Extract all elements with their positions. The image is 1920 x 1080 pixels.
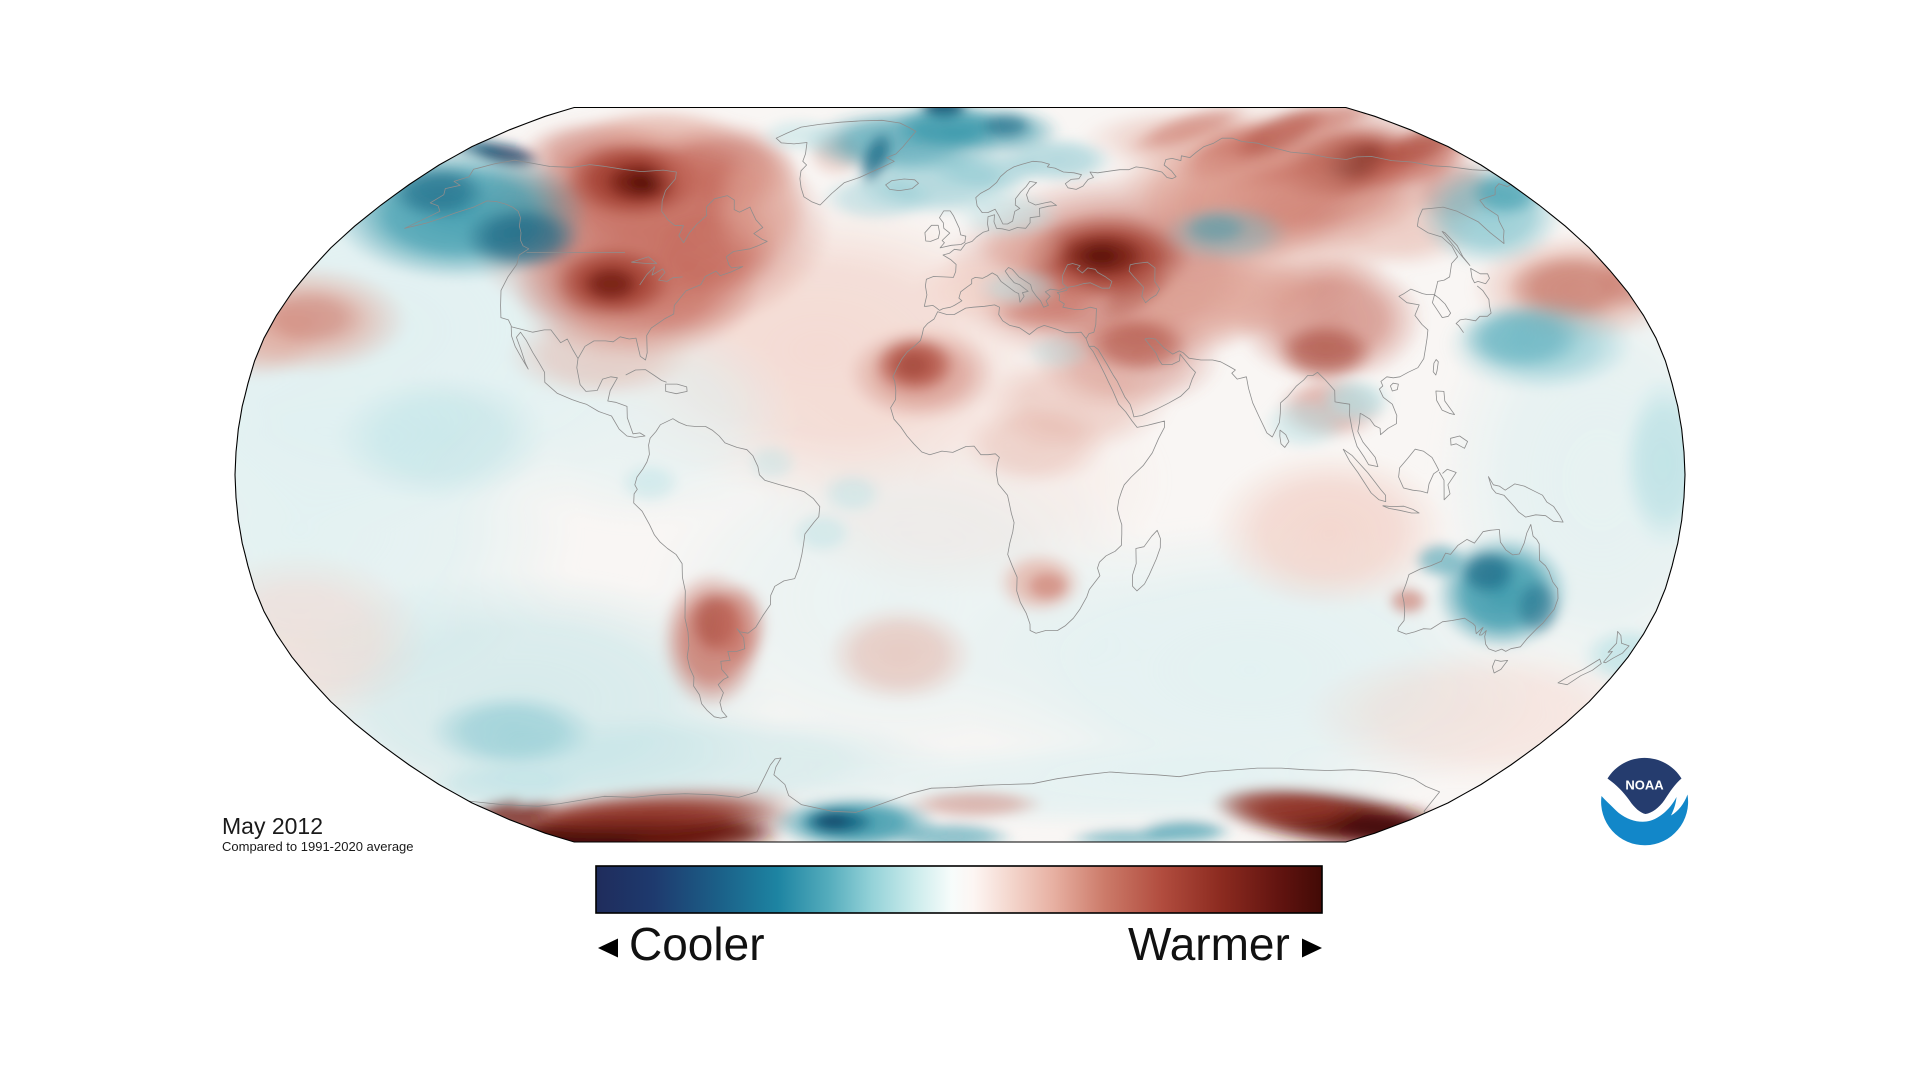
svg-text:NOAA: NOAA — [1625, 778, 1664, 793]
